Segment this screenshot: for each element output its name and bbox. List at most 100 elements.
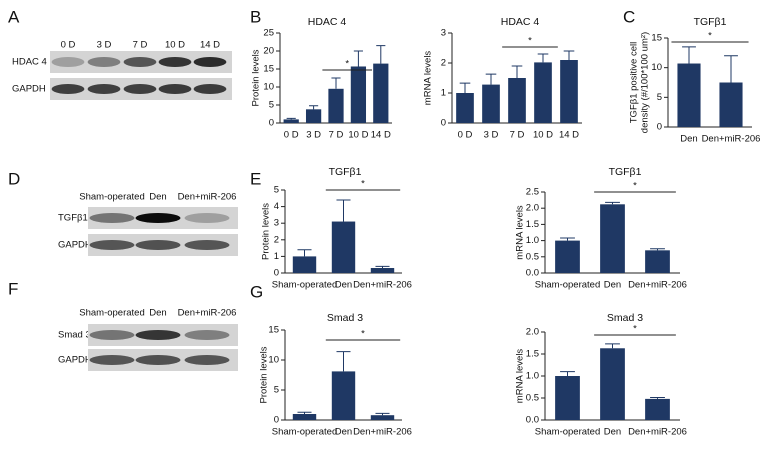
- bar: [331, 371, 356, 420]
- error-bar: [331, 77, 341, 89]
- y-tick-label: 0.5: [526, 393, 539, 404]
- y-tick-label: 0: [441, 118, 446, 129]
- lane-label: 7 D: [133, 40, 148, 51]
- y-axis-label: density (#/100*100 um²): [640, 32, 651, 133]
- chart-title: Smad 3: [607, 312, 643, 324]
- x-tick-label: 3 D: [484, 130, 499, 141]
- row-label: GAPDH: [12, 84, 46, 95]
- blot-band: [89, 330, 135, 340]
- y-axis-label: mRNA levels: [515, 349, 526, 404]
- x-tick-label: 14 D: [559, 130, 579, 141]
- y-tick-label: 10: [263, 82, 274, 93]
- error-bar: [560, 237, 575, 241]
- bar: [305, 109, 322, 123]
- y-tick-label: 0: [657, 122, 662, 133]
- blot-band: [87, 84, 121, 94]
- y-tick-label: 5: [269, 100, 274, 111]
- row-label: TGFβ1: [58, 213, 88, 224]
- y-tick-label: 25: [263, 28, 274, 39]
- y-tick-label: 2.0: [526, 327, 539, 338]
- error-bar: [286, 117, 296, 120]
- y-tick-label: 2.0: [526, 203, 539, 214]
- bar: [555, 376, 580, 420]
- bar: [331, 221, 356, 273]
- x-tick-label: 10 D: [348, 130, 368, 141]
- y-tick-label: 2.5: [526, 187, 539, 198]
- x-tick-label: Den+miR-206: [353, 280, 412, 291]
- blot-band: [135, 330, 181, 340]
- x-tick-label: Den+miR-206: [353, 427, 412, 438]
- row-label: HDAC 4: [12, 57, 47, 68]
- bar: [292, 256, 317, 273]
- chart-title: Smad 3: [327, 312, 363, 324]
- significance-label: *: [361, 179, 365, 190]
- blot-band: [89, 355, 135, 365]
- error-bar: [375, 265, 390, 269]
- y-tick-label: 0: [274, 415, 279, 426]
- significance-label: *: [528, 36, 532, 47]
- panel-letter: G: [250, 282, 263, 301]
- x-tick-label: Sham-operated: [535, 427, 600, 438]
- blot-band: [135, 240, 181, 250]
- error-bar: [336, 199, 351, 222]
- bar: [373, 63, 389, 123]
- bar: [292, 414, 317, 420]
- panel-letter: A: [8, 7, 20, 26]
- blot-band: [184, 240, 230, 250]
- y-tick-label: 1.0: [526, 371, 539, 382]
- bar: [600, 204, 625, 273]
- chart-title: TGFβ1: [694, 16, 727, 28]
- x-tick-label: 14 D: [371, 130, 391, 141]
- error-bar: [297, 249, 312, 257]
- blot-band: [51, 84, 85, 94]
- x-tick-label: Sham-operated: [535, 280, 600, 291]
- x-tick-label: Sham-operated: [272, 280, 337, 291]
- y-tick-label: 0: [274, 268, 279, 279]
- lane-label: 0 D: [61, 40, 76, 51]
- y-tick-label: 3: [441, 28, 446, 39]
- bar: [600, 348, 625, 420]
- bar: [508, 78, 526, 123]
- bar: [645, 398, 670, 420]
- bar: [560, 60, 578, 123]
- bar: [283, 119, 299, 123]
- blot-band: [184, 355, 230, 365]
- blot-band: [158, 57, 192, 67]
- bar: [328, 88, 344, 123]
- error-bar: [724, 55, 738, 83]
- error-bar: [336, 351, 351, 372]
- x-tick-label: 0 D: [284, 130, 299, 141]
- chart-title: TGFβ1: [609, 166, 642, 178]
- x-tick-label: 7 D: [329, 130, 344, 141]
- bar: [370, 415, 395, 420]
- y-axis-label: Protein levels: [251, 49, 262, 106]
- y-tick-label: 10: [651, 62, 662, 73]
- bar: [534, 62, 552, 123]
- y-tick-label: 15: [263, 64, 274, 75]
- bar: [677, 63, 701, 127]
- lane-label: 10 D: [165, 40, 185, 51]
- panel-letter: D: [8, 169, 20, 188]
- significance-label: *: [708, 31, 712, 42]
- error-bar: [353, 50, 363, 67]
- error-bar: [650, 397, 665, 399]
- y-tick-label: 2: [441, 58, 446, 69]
- blot-band: [184, 213, 230, 223]
- panel-letter: F: [8, 279, 18, 298]
- row-label: GAPDH: [58, 355, 92, 366]
- significance-label: *: [633, 324, 637, 335]
- x-tick-label: 3 D: [306, 130, 321, 141]
- error-bar: [563, 50, 575, 60]
- significance-label: *: [361, 329, 365, 340]
- y-tick-label: 1.0: [526, 235, 539, 246]
- blot-band: [87, 57, 121, 67]
- blot-band: [184, 330, 230, 340]
- y-tick-label: 5: [657, 92, 662, 103]
- y-axis-label: Protein levels: [259, 346, 270, 403]
- y-tick-label: 0: [269, 118, 274, 129]
- blot-band: [193, 84, 227, 94]
- blot-band: [89, 240, 135, 250]
- x-tick-label: 7 D: [510, 130, 525, 141]
- bar: [719, 82, 743, 127]
- y-tick-label: 5: [274, 185, 279, 196]
